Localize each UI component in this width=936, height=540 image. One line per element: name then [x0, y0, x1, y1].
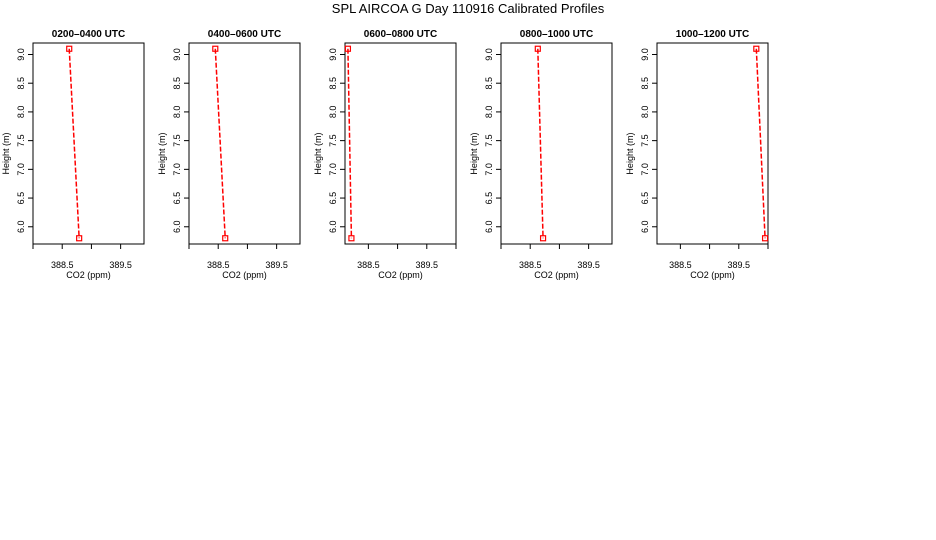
profile-panels: 0200–0400 UTC 388.5 389.5 6.0 6.5 7.0 7.5 8.0 8.… — [1, 29, 769, 280]
x-tick-label: 389.5 — [416, 260, 439, 270]
plot-frame — [500, 42, 613, 245]
panel-title: 0600–0800 UTC — [364, 29, 437, 40]
y-tick-label: 6.5 — [172, 192, 182, 205]
profile-panel: 1000–1200 UTC 388.5 389.5 6.0 6.5 7.0 7.5 8.0 8.… — [625, 29, 769, 280]
y-axis-label: Height (m) — [313, 133, 323, 175]
data-point — [753, 45, 760, 52]
data-point — [534, 45, 541, 52]
y-tick-label: 7.5 — [640, 134, 650, 147]
x-tick-label: 388.5 — [519, 260, 542, 270]
y-axis-label: Height (m) — [625, 133, 635, 175]
y-tick-label: 7.5 — [172, 134, 182, 147]
y-tick-label: 6.0 — [484, 221, 494, 234]
panel-title: 0800–1000 UTC — [520, 29, 593, 40]
y-tick-label: 7.5 — [16, 134, 26, 147]
y-tick-label: 8.5 — [328, 77, 338, 90]
data-point — [212, 45, 219, 52]
y-tick-label: 8.5 — [172, 77, 182, 90]
data-point — [539, 235, 547, 242]
x-tick-label: 388.5 — [207, 260, 230, 270]
data-point — [348, 235, 355, 242]
y-tick-label: 7.0 — [16, 163, 26, 176]
y-axis-label: Height (m) — [1, 133, 11, 175]
y-tick-label: 9.0 — [172, 48, 182, 61]
x-tick-label: 388.5 — [357, 260, 380, 270]
plot-frame — [188, 42, 301, 245]
y-tick-label: 8.0 — [328, 106, 338, 119]
y-tick-label: 8.5 — [16, 77, 26, 90]
series-line — [214, 48, 226, 239]
y-tick-label: 6.0 — [16, 221, 26, 234]
x-tick-label: 388.5 — [669, 260, 692, 270]
y-tick-label: 7.5 — [328, 134, 338, 147]
profile-panel: 0600–0800 UTC 388.5 389.5 6.0 6.5 7.0 7.5 8.0 8.… — [313, 29, 457, 280]
data-point — [222, 235, 229, 242]
data-point — [66, 45, 73, 52]
y-tick-label: 6.5 — [16, 192, 26, 205]
y-tick-label: 8.0 — [16, 106, 26, 119]
y-tick-label: 6.5 — [484, 192, 494, 205]
x-tick-label: 389.5 — [109, 260, 132, 270]
x-tick-label: 389.5 — [728, 260, 751, 270]
profile-panel: 0800–1000 UTC 388.5 389.5 6.0 6.5 7.0 7.5 8.0 8.… — [469, 29, 613, 280]
profile-panel: 0200–0400 UTC 388.5 389.5 6.0 6.5 7.0 7.5 8.0 8.… — [1, 29, 145, 280]
y-tick-label: 7.0 — [172, 163, 182, 176]
x-axis-label: CO2 (ppm) — [222, 270, 267, 280]
data-point — [76, 235, 83, 242]
x-tick-label: 388.5 — [51, 260, 74, 270]
y-tick-label: 7.0 — [328, 163, 338, 176]
y-tick-label: 8.0 — [640, 106, 650, 119]
y-tick-label: 6.0 — [172, 221, 182, 234]
figure-title: SPL AIRCOA G Day 110916 Calibrated Profi… — [331, 1, 605, 16]
y-tick-label: 8.5 — [484, 77, 494, 90]
y-tick-label: 9.0 — [640, 48, 650, 61]
y-tick-label: 9.0 — [484, 48, 494, 61]
x-axis-label: CO2 (ppm) — [66, 270, 111, 280]
data-point — [344, 45, 352, 52]
y-tick-label: 6.5 — [328, 192, 338, 205]
series-line — [68, 48, 80, 239]
y-tick-label: 6.5 — [640, 192, 650, 205]
plot-frame — [656, 42, 769, 245]
x-tick-label: 389.5 — [265, 260, 288, 270]
panel-title: 1000–1200 UTC — [676, 29, 749, 40]
y-tick-label: 8.5 — [640, 77, 650, 90]
y-tick-label: 6.0 — [328, 221, 338, 234]
y-axis-label: Height (m) — [469, 133, 479, 175]
profile-panel: 0400–0600 UTC 388.5 389.5 6.0 6.5 7.0 7.5 8.0 8.… — [157, 29, 301, 280]
y-tick-label: 8.0 — [172, 106, 182, 119]
x-axis-label: CO2 (ppm) — [534, 270, 579, 280]
series-line — [755, 48, 766, 239]
y-tick-label: 7.0 — [640, 163, 650, 176]
data-point — [761, 235, 769, 242]
y-axis-label: Height (m) — [157, 133, 167, 175]
y-tick-label: 7.5 — [484, 134, 494, 147]
y-tick-label: 9.0 — [328, 48, 338, 61]
x-axis-label: CO2 (ppm) — [690, 270, 735, 280]
y-tick-label: 8.0 — [484, 106, 494, 119]
plot-frame — [32, 42, 145, 245]
x-axis-label: CO2 (ppm) — [378, 270, 423, 280]
series-line — [537, 48, 544, 239]
panel-title: 0400–0600 UTC — [208, 29, 281, 40]
panel-title: 0200–0400 UTC — [52, 29, 125, 40]
x-tick-label: 389.5 — [577, 260, 600, 270]
series-line — [347, 48, 353, 239]
y-tick-label: 7.0 — [484, 163, 494, 176]
y-tick-label: 6.0 — [640, 221, 650, 234]
plot-frame — [344, 42, 457, 245]
y-tick-label: 9.0 — [16, 48, 26, 61]
